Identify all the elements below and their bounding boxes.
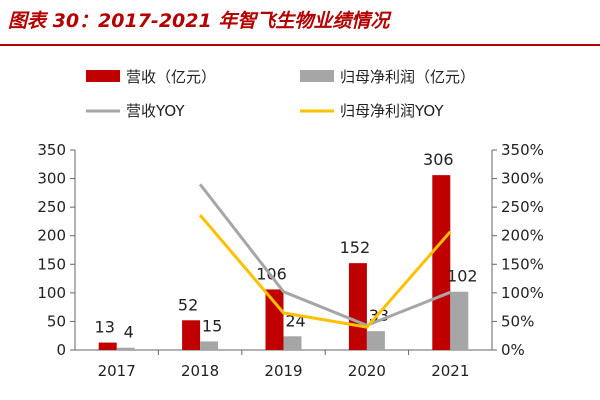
net-profit-bar <box>366 331 385 350</box>
x-tick-label: 2020 <box>348 362 386 380</box>
net-profit-yoy-line <box>198 214 452 329</box>
y-left-tick-label: 300 <box>37 170 66 188</box>
net-profit-bar <box>283 336 302 350</box>
net-profit-bar <box>200 341 219 350</box>
y-right-tick-label: 250% <box>501 198 544 216</box>
net-profit-bar-label: 15 <box>202 316 222 335</box>
revenue-bar <box>348 263 367 350</box>
revenue-bar-label: 52 <box>178 295 198 314</box>
y-right-tick-label: 100% <box>501 284 544 302</box>
revenue-bar <box>432 175 451 350</box>
y-right-tick-label: 50% <box>501 312 534 330</box>
net-profit-bar-label: 4 <box>124 323 134 342</box>
y-left-tick-label: 150 <box>37 255 66 273</box>
revenue-bar-label: 152 <box>340 238 371 257</box>
y-left-tick-label: 250 <box>37 198 66 216</box>
x-tick-label: 2017 <box>98 362 136 380</box>
revenue-bar <box>182 320 201 350</box>
y-left-tick-label: 350 <box>37 141 66 159</box>
revenue-bar-label: 306 <box>423 150 454 169</box>
revenue-bar-label: 13 <box>95 318 115 337</box>
chart-title: 图表 30：2017-2021 年智飞生物业绩情况 <box>8 10 390 32</box>
plot-area: 0 50 100 150 200 250 300 350 0% 50% 100% 150% 200% 25… <box>37 141 544 380</box>
legend-label-revenue: 营收（亿元） <box>126 68 216 86</box>
y-right-tick-label: 0% <box>501 341 525 359</box>
y-left-tick-label: 200 <box>37 227 66 245</box>
revenue-bar <box>98 342 117 350</box>
legend-swatch-revenue <box>86 70 120 82</box>
title-divider <box>0 44 600 46</box>
revenue-yoy-line <box>198 183 451 327</box>
y-left-tick-label: 0 <box>56 341 66 359</box>
y-left-tick-label: 100 <box>37 284 66 302</box>
net-profit-bar <box>450 291 469 350</box>
net-profit-bar <box>116 347 135 350</box>
revenue-bar <box>265 289 284 350</box>
legend-label-net-profit: 归母净利润（亿元） <box>340 68 475 86</box>
y-right-tick-label: 350% <box>501 141 544 159</box>
x-tick-label: 2019 <box>264 362 302 380</box>
net-profit-bar-label: 102 <box>447 267 478 286</box>
legend: 营收（亿元） 归母净利润（亿元） 营收YOY 归母净利润YOY <box>86 68 475 120</box>
x-tick-label: 2018 <box>181 362 219 380</box>
y-right-tick-label: 150% <box>501 255 544 273</box>
y-right-tick-label: 200% <box>501 227 544 245</box>
x-tick-label: 2021 <box>431 362 469 380</box>
legend-swatch-net-profit <box>300 70 334 82</box>
legend-label-net-profit-yoy: 归母净利润YOY <box>340 102 444 120</box>
legend-label-revenue-yoy: 营收YOY <box>126 102 185 120</box>
y-left-tick-label: 50 <box>47 312 66 330</box>
y-right-tick-label: 300% <box>501 170 544 188</box>
